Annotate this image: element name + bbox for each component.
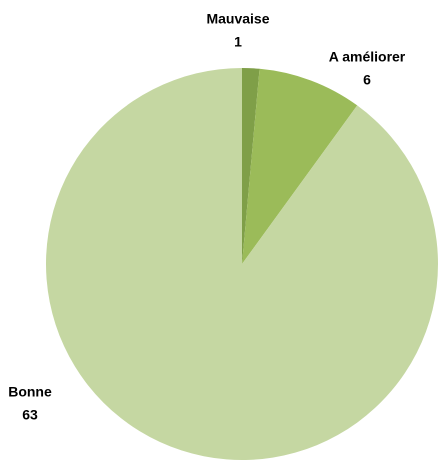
pie-slice <box>242 68 358 265</box>
slice-label: Bonne <box>8 384 52 400</box>
pie-slice <box>242 68 260 264</box>
slice-value: 63 <box>22 407 38 423</box>
slice-value: 1 <box>234 34 242 50</box>
slice-label: A améliorer <box>329 49 406 65</box>
pie-slice <box>45 68 438 460</box>
slice-label: Mauvaise <box>206 11 269 27</box>
slice-value: 6 <box>363 72 371 88</box>
